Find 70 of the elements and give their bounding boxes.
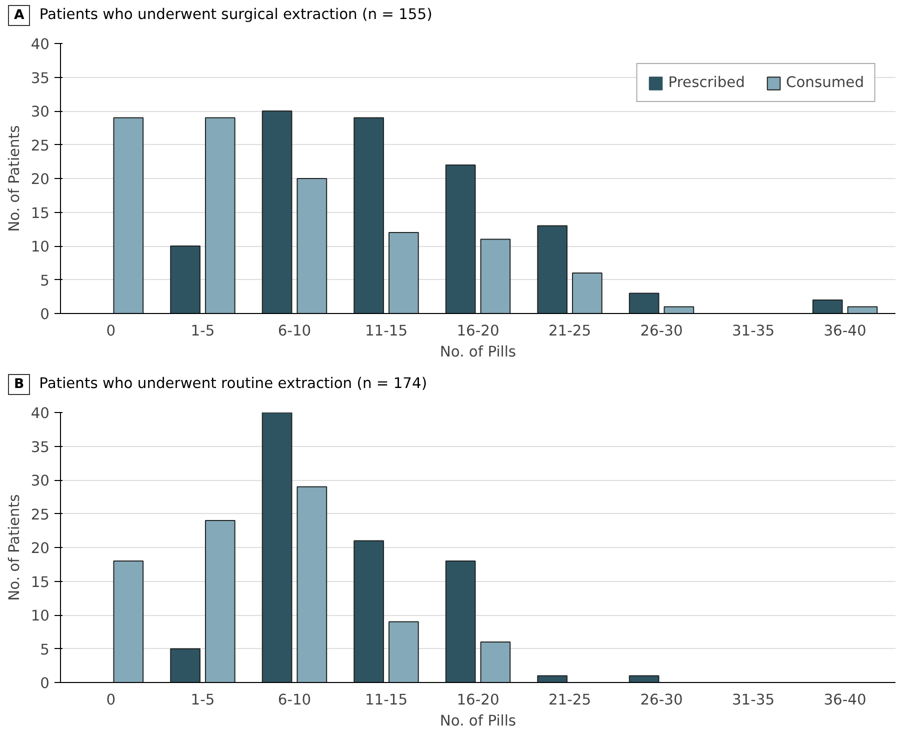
x-tick-label: 16-20 — [456, 322, 500, 340]
bar — [262, 110, 292, 314]
bar — [113, 560, 144, 683]
x-tick-label: 21-25 — [548, 322, 592, 340]
bar — [113, 117, 144, 314]
y-tick-label: 10 — [30, 238, 50, 256]
y-tick-label: 25 — [30, 506, 50, 524]
y-tick-label: 30 — [30, 472, 50, 490]
y-tick-label: 5 — [40, 272, 50, 290]
y-tick-label: 30 — [30, 104, 50, 121]
x-tick-label: 36-40 — [824, 322, 866, 340]
y-tick-label: 20 — [30, 540, 50, 558]
x-tick-label: 26-30 — [640, 692, 683, 709]
bar — [296, 178, 328, 314]
x-axis-title: No. of Pills — [440, 344, 516, 361]
bar — [445, 164, 476, 314]
y-tick-label: 35 — [30, 438, 50, 456]
x-tick-label: 26-30 — [640, 322, 683, 340]
text: B — [14, 376, 24, 394]
x-tick-label: 0 — [106, 322, 116, 340]
bar — [537, 225, 568, 314]
x-tick-label: 31-35 — [732, 692, 775, 709]
y-tick-label: 40 — [30, 405, 50, 422]
x-tick-label: 31-35 — [732, 322, 775, 340]
bar — [354, 540, 384, 683]
y-axis-title: No. of Patients — [6, 494, 23, 601]
y-tick-label: 15 — [30, 204, 50, 222]
bar — [354, 117, 384, 314]
bar — [170, 648, 200, 683]
x-tick-label: 16-20 — [456, 692, 500, 709]
x-tick-label: 11-15 — [364, 692, 408, 709]
y-tick-label: 15 — [30, 574, 50, 591]
x-axis-title: No. of Pills — [440, 712, 516, 730]
y-tick-label: 35 — [30, 70, 50, 87]
bar — [480, 642, 511, 683]
y-tick-label: 10 — [30, 608, 50, 625]
y-tick-label: 25 — [30, 137, 50, 154]
x-tick-label: 6-10 — [278, 692, 312, 709]
bar — [204, 117, 236, 314]
bar — [388, 621, 419, 683]
y-tick-label: 40 — [30, 36, 50, 54]
legend-label: Prescribed — [668, 74, 745, 92]
y-tick-label: 0 — [40, 675, 50, 692]
bar — [445, 560, 476, 683]
bar — [812, 300, 843, 314]
x-tick-label: 0 — [106, 692, 116, 709]
x-tick-label: 36-40 — [824, 692, 866, 709]
legend-label: Consumed — [786, 74, 864, 92]
bar — [572, 272, 602, 314]
bar — [628, 292, 660, 314]
x-tick-label: 11-15 — [364, 322, 408, 340]
x-tick-label: 1-5 — [190, 322, 215, 340]
bar — [480, 238, 511, 314]
chart-title: Patients who underwent surgical extraction (n = 155) — [39, 5, 432, 25]
y-axis-title: No. of Patients — [6, 125, 23, 232]
bar — [204, 520, 236, 683]
text: A — [14, 7, 24, 25]
bar — [262, 412, 292, 683]
bar — [537, 675, 568, 683]
x-tick-label: 6-10 — [278, 322, 312, 340]
chart-title: Patients who underwent routine extraction (n = 174) — [39, 374, 428, 394]
x-tick-label: 21-25 — [548, 692, 592, 709]
y-tick-label: 0 — [40, 306, 50, 324]
bar — [388, 232, 419, 314]
bar — [170, 246, 200, 314]
bar — [628, 675, 660, 683]
y-tick-label: 20 — [30, 171, 50, 188]
bar — [296, 486, 328, 683]
y-tick-label: 5 — [40, 641, 50, 658]
x-tick-label: 1-5 — [190, 692, 215, 709]
